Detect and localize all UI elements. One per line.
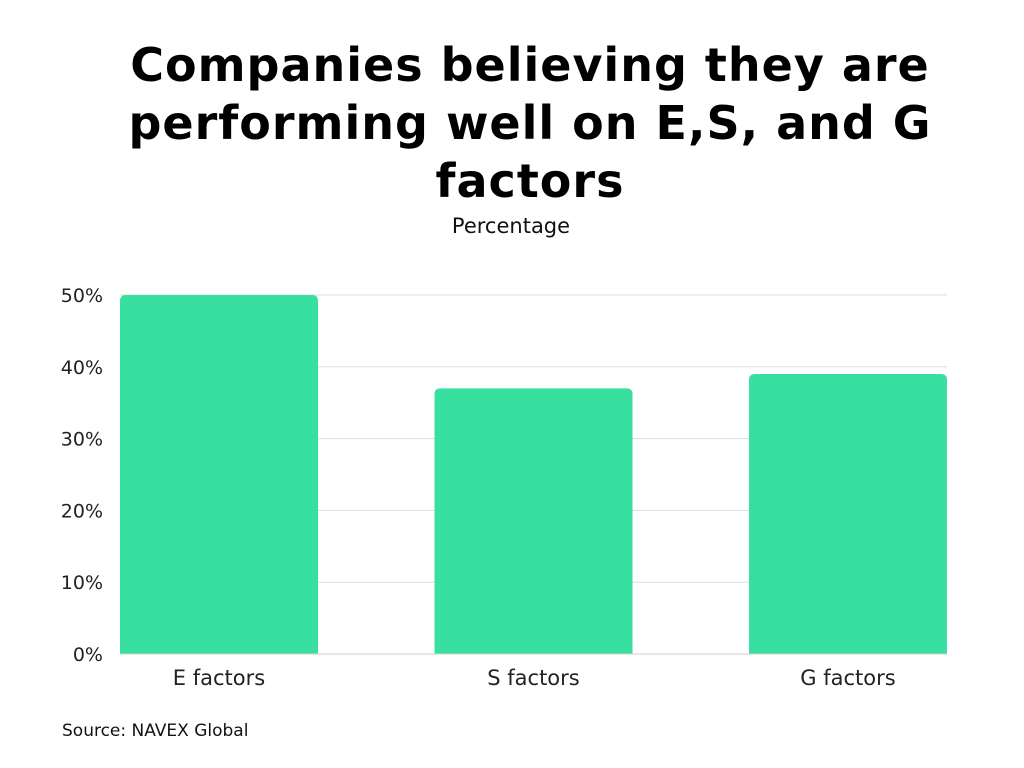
bar-1 [120, 295, 318, 654]
y-tick-label: 50% [61, 285, 103, 307]
y-tick-label: 20% [61, 500, 103, 522]
chart-title: Companies believing they are performing … [128, 38, 932, 208]
bar-3 [749, 373, 947, 654]
bar-2 [434, 388, 633, 654]
source-note: Source: NAVEX Global [62, 721, 249, 741]
y-tick-label: 10% [61, 572, 103, 594]
y-tick-label: 30% [61, 429, 103, 451]
x-category-label: E factors [173, 666, 265, 690]
x-category-label: S factors [487, 666, 579, 690]
chart-subtitle: Percentage [451, 214, 571, 238]
x-category-label: G factors [800, 666, 895, 690]
y-tick-label: 40% [61, 357, 103, 379]
y-tick-label: 0% [73, 644, 103, 666]
